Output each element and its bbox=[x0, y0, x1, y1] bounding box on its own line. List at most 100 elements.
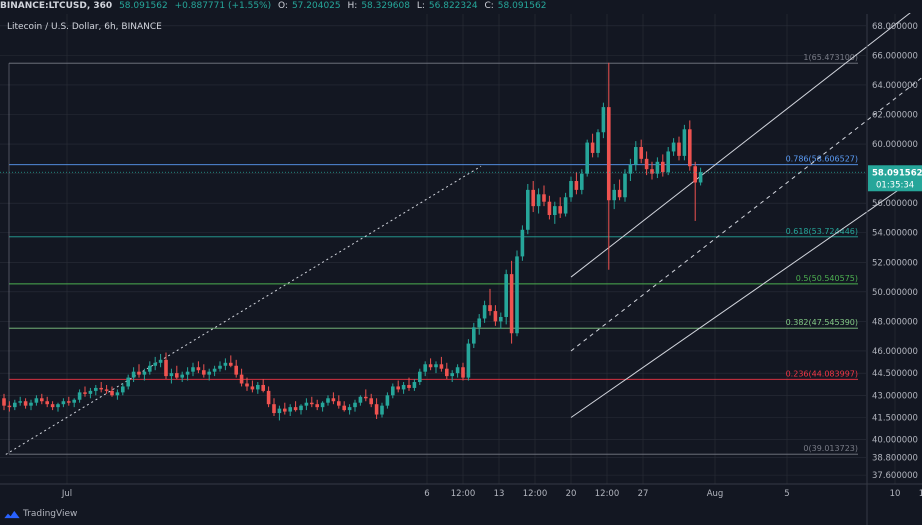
candle-body bbox=[644, 158, 649, 170]
trend-line-dotted[interactable] bbox=[5, 165, 482, 455]
candle-body bbox=[137, 371, 141, 375]
candle-body bbox=[526, 189, 530, 230]
time-axis[interactable]: Jul 6 12:00 13 12:00 20 12:00 27 Aug 5 10 12:00 bbox=[0, 483, 922, 499]
candle-body bbox=[650, 169, 654, 174]
chart-legend[interactable]: Litecoin / U.S. Dollar, 6h, BINANCE bbox=[7, 22, 162, 32]
candle-body bbox=[40, 398, 44, 402]
x-tick-label: 20 bbox=[566, 489, 577, 499]
candle-body bbox=[531, 189, 535, 207]
candle-body bbox=[272, 404, 276, 414]
x-tick-label: 12:00 bbox=[451, 489, 476, 499]
y-tick-label: 44.500000 bbox=[872, 369, 918, 379]
candle-body bbox=[229, 362, 233, 366]
candle-body bbox=[639, 147, 643, 159]
candle-body bbox=[218, 365, 222, 369]
candle-body bbox=[472, 327, 476, 344]
symbol-header: BINANCE:LTCUSD, 360 58.091562 +0.887771 … bbox=[0, 0, 922, 13]
candle-body bbox=[77, 392, 82, 400]
candle-body bbox=[196, 367, 201, 371]
candle-body bbox=[499, 316, 503, 322]
candle-body bbox=[2, 398, 6, 406]
candle-body bbox=[677, 142, 681, 156]
candle-body bbox=[585, 142, 589, 174]
high-label: H: bbox=[347, 1, 358, 11]
symbol-label[interactable]: BINANCE:LTCUSD, 360 bbox=[0, 1, 113, 11]
candle-body bbox=[493, 311, 498, 322]
candle-body bbox=[310, 402, 314, 405]
candle-body bbox=[288, 407, 292, 412]
fibonacci-retracement[interactable]: 1(65.473100) 0.786(58.606527) 0.618(53.724… bbox=[8, 53, 858, 455]
parallel-channel[interactable] bbox=[5, 3, 922, 455]
candle-body bbox=[110, 390, 114, 396]
x-tick-label: Aug bbox=[707, 489, 724, 499]
candle-body bbox=[547, 201, 552, 216]
y-tick-label: 40.000000 bbox=[872, 436, 918, 446]
candle-body bbox=[423, 364, 427, 372]
candle-body bbox=[256, 384, 260, 390]
open-value: 57.204025 bbox=[291, 1, 341, 11]
close-value: 58.091562 bbox=[497, 1, 547, 11]
candle-body bbox=[88, 390, 93, 394]
channel-lower-line[interactable] bbox=[570, 173, 922, 418]
tradingview-logo[interactable]: TradingView bbox=[4, 509, 77, 519]
candle-body bbox=[439, 364, 444, 369]
x-tick-label: 10 bbox=[890, 489, 901, 499]
candle-body bbox=[169, 373, 174, 377]
candle-body bbox=[542, 194, 546, 202]
bar-countdown: 01:35:34 bbox=[876, 180, 914, 190]
candle-body bbox=[693, 166, 697, 183]
candle-body bbox=[698, 172, 703, 183]
candle-body bbox=[277, 408, 282, 414]
channel-upper-line[interactable] bbox=[570, 3, 922, 278]
fib-level-label: 0.5(50.540575) bbox=[796, 274, 858, 283]
candle-body bbox=[99, 387, 103, 390]
candle-body bbox=[191, 367, 195, 372]
candle-body bbox=[682, 129, 687, 156]
candle-body bbox=[34, 398, 39, 403]
x-tick-label: 12:00 bbox=[595, 489, 620, 499]
candle-body bbox=[283, 408, 287, 412]
candle-body bbox=[536, 194, 541, 207]
candle-body bbox=[520, 229, 525, 257]
x-tick-label: 27 bbox=[638, 489, 649, 499]
candle-body bbox=[153, 362, 157, 366]
candle-body bbox=[104, 389, 109, 391]
candle-body bbox=[509, 274, 514, 334]
candle-body bbox=[563, 197, 568, 214]
x-tick-label: 6 bbox=[424, 489, 429, 499]
y-tick-label: 64.000000 bbox=[872, 81, 918, 91]
candle-body bbox=[61, 401, 66, 405]
fib-level-label: 0.786(58.606527) bbox=[786, 155, 858, 164]
candle-body bbox=[347, 407, 352, 411]
candle-body bbox=[396, 386, 400, 390]
candle-body bbox=[331, 398, 336, 402]
candle-body bbox=[445, 368, 449, 377]
y-tick-label: 66.000000 bbox=[872, 51, 918, 61]
candle-body bbox=[515, 256, 519, 334]
candle-body bbox=[623, 173, 627, 198]
x-tick-label: 12:00 bbox=[523, 489, 548, 499]
candle-body bbox=[601, 107, 606, 133]
candle-body bbox=[56, 404, 60, 408]
last-price-value: 58.091562 bbox=[872, 168, 922, 178]
candle-body bbox=[461, 367, 465, 378]
candle-body bbox=[50, 404, 55, 408]
y-tick-label: 62.000000 bbox=[872, 111, 918, 121]
candle-body bbox=[369, 398, 373, 405]
candle-body bbox=[358, 396, 363, 403]
fib-level-label: 0.382(47.545390) bbox=[786, 318, 858, 327]
candle-body bbox=[121, 386, 125, 393]
x-tick-label: 12:00 bbox=[919, 489, 922, 499]
candle-body bbox=[558, 206, 562, 214]
price-axis[interactable]: 68.000000 66.000000 64.000000 62.000000 60.0… bbox=[866, 14, 918, 525]
y-tick-label: 43.000000 bbox=[872, 391, 918, 401]
candle-body bbox=[666, 151, 670, 173]
last-price: 58.091562 bbox=[119, 1, 168, 11]
candle-body bbox=[466, 343, 471, 378]
grid-lines bbox=[0, 14, 896, 484]
y-tick-label: 46.000000 bbox=[872, 347, 918, 357]
candle-body bbox=[245, 383, 249, 387]
candle-body bbox=[234, 365, 238, 375]
channel-middle-line[interactable] bbox=[570, 77, 922, 352]
